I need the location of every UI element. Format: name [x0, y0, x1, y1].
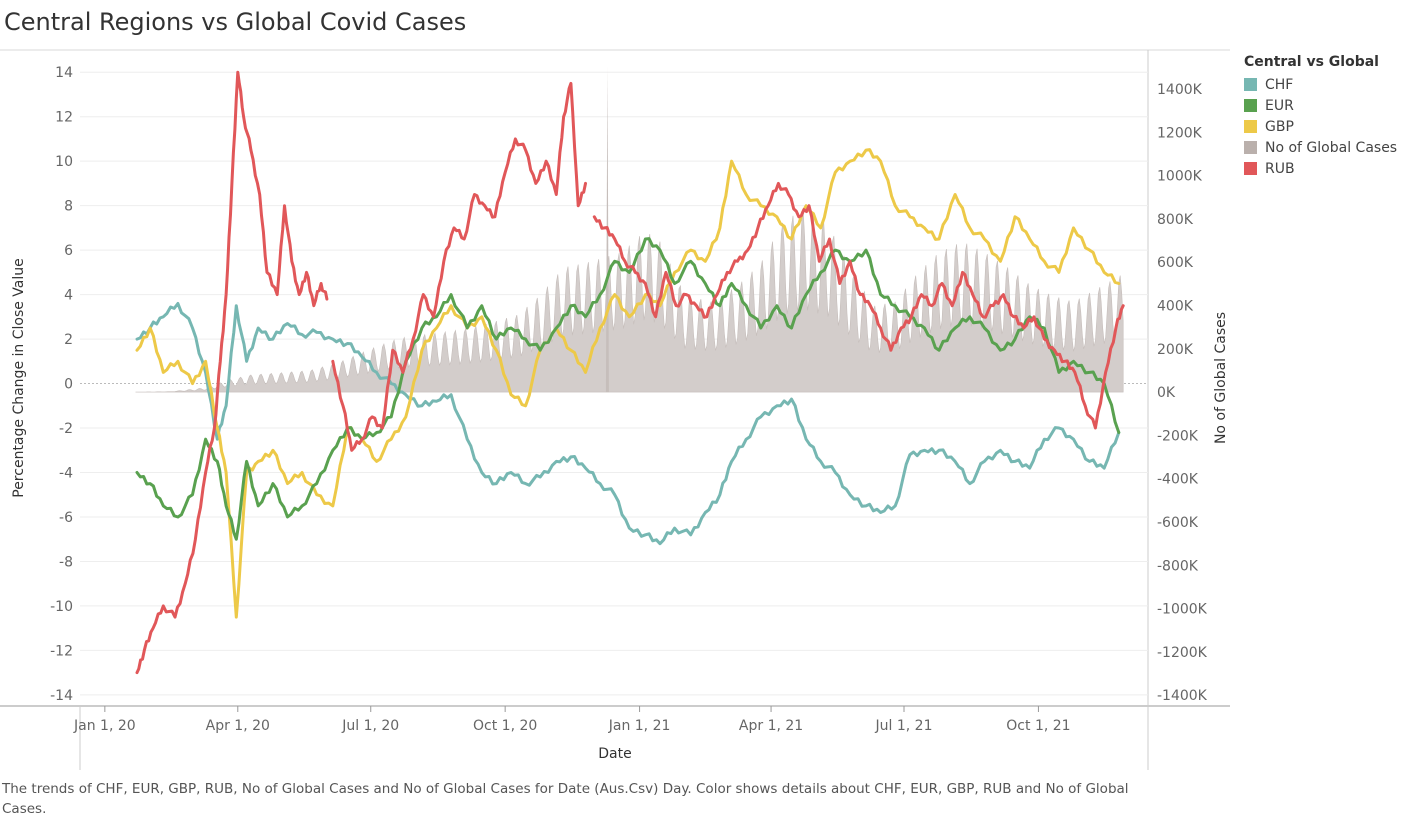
- legend-swatch: [1244, 99, 1257, 112]
- y2-tick-label: -1200K: [1157, 645, 1208, 661]
- legend-item[interactable]: CHF: [1244, 74, 1397, 95]
- legend-label: EUR: [1265, 97, 1294, 114]
- x-axis-title: Date: [598, 746, 631, 762]
- legend-item[interactable]: RUB: [1244, 158, 1397, 179]
- y-tick-label: 4: [64, 288, 73, 304]
- y2-axis-title: No of Global Cases: [1213, 312, 1229, 444]
- x-tick-label: Oct 1, 20: [473, 718, 537, 734]
- series-line-rub-1: [331, 81, 587, 452]
- x-axis-ticks: Jan 1, 20 Apr 1, 20 Jul 1, 20 Oct 1, 20 Jan …: [73, 706, 1071, 734]
- page-title: Central Regions vs Global Covid Cases: [4, 8, 467, 36]
- left-axis-ticks: 14 12 10 8 6 4 2 0 -2 -4 -6 -8 -10 -12 -14: [50, 65, 73, 704]
- legend: Central vs Global CHF EUR GBP No of Global …: [1244, 54, 1397, 179]
- y2-tick-label: 1400K: [1157, 82, 1203, 98]
- y2-tick-label: -400K: [1157, 472, 1199, 488]
- y-tick-label: 2: [64, 332, 73, 348]
- chart-frame: [0, 49, 1230, 770]
- legend-item[interactable]: GBP: [1244, 116, 1397, 137]
- y-tick-label: 0: [64, 377, 73, 393]
- y2-tick-label: -200K: [1157, 428, 1199, 444]
- series-line-eur: [135, 237, 1121, 541]
- y2-tick-label: 800K: [1157, 212, 1194, 228]
- y-tick-label: -4: [59, 466, 73, 482]
- y-tick-label: -14: [50, 688, 73, 704]
- y-tick-label: 14: [55, 65, 73, 81]
- x-tick-label: Jan 1, 20: [73, 718, 136, 734]
- legend-title: Central vs Global: [1244, 54, 1379, 70]
- y2-tick-label: -600K: [1157, 515, 1199, 531]
- legend-label: CHF: [1265, 76, 1294, 93]
- x-tick-label: Jan 1, 21: [608, 718, 671, 734]
- x-tick-label: Jul 1, 21: [875, 718, 933, 734]
- y2-tick-label: 1200K: [1157, 125, 1203, 141]
- y-tick-label: -6: [59, 510, 73, 526]
- y2-tick-label: 400K: [1157, 298, 1194, 314]
- right-axis-ticks: 1400K 1200K 1000K 800K 600K 400K 200K 0K -200K -4…: [1157, 82, 1208, 704]
- series-line-gbp: [135, 148, 1121, 619]
- y2-tick-label: 1000K: [1157, 169, 1203, 185]
- y-tick-label: 10: [55, 154, 73, 170]
- x-tick-label: Apr 1, 20: [206, 718, 270, 734]
- x-tick-label: Apr 1, 21: [739, 718, 803, 734]
- legend-label: GBP: [1265, 118, 1294, 135]
- x-tick-label: Oct 1, 21: [1006, 718, 1070, 734]
- y-tick-label: -8: [59, 554, 73, 570]
- y2-tick-label: 0K: [1157, 385, 1176, 401]
- y-tick-label: 8: [64, 199, 73, 215]
- y2-tick-label: 600K: [1157, 255, 1194, 271]
- x-tick-label: Jul 1, 20: [341, 718, 399, 734]
- y2-tick-label: 200K: [1157, 342, 1194, 358]
- y-tick-label: 6: [64, 243, 73, 259]
- line-layer: [135, 70, 1125, 675]
- series-line-rub-2: [592, 181, 1125, 430]
- legend-items: CHF EUR GBP No of Global Cases RUB: [1244, 74, 1397, 179]
- y2-tick-label: -1000K: [1157, 602, 1208, 618]
- legend-label: No of Global Cases: [1265, 139, 1398, 156]
- series-line-chf: [135, 302, 1121, 546]
- legend-swatch: [1244, 141, 1257, 154]
- legend-swatch: [1244, 120, 1257, 133]
- caption: The trends of CHF, EUR, GBP, RUB, No of …: [2, 781, 1129, 817]
- series-line-rub-0: [135, 70, 329, 675]
- y2-tick-label: -800K: [1157, 558, 1199, 574]
- y-tick-label: -12: [50, 643, 73, 659]
- legend-swatch: [1244, 162, 1257, 175]
- legend-label: RUB: [1265, 160, 1295, 177]
- y-axis-title: Percentage Change in Close Value: [11, 258, 27, 498]
- legend-swatch: [1244, 78, 1257, 91]
- y-tick-label: -10: [50, 599, 73, 615]
- legend-item[interactable]: No of Global Cases: [1244, 137, 1397, 158]
- legend-item[interactable]: EUR: [1244, 95, 1397, 116]
- y-tick-label: -2: [59, 421, 73, 437]
- y-tick-label: 12: [55, 110, 73, 126]
- y2-tick-label: -1400K: [1157, 688, 1208, 704]
